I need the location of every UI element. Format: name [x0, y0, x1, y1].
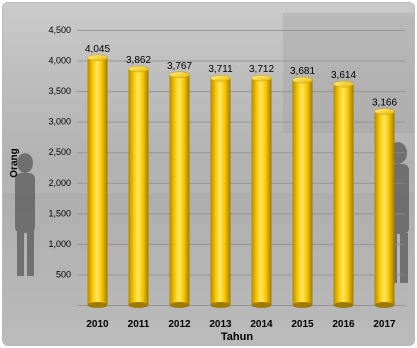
- bar-cap: [128, 65, 149, 73]
- bar-body: [128, 68, 149, 305]
- bar-cap: [251, 74, 272, 82]
- x-axis-ticks: 2010 2011 2012 2013 2014 2015 2016 2017: [86, 319, 396, 330]
- y-axis-ticks: 500 1,000 1,500 2,000 2,500 3,000 3,500 4,000 4,…: [48, 25, 71, 279]
- chart-frame: 500 1,000 1,500 2,000 2,500 3,000 3,500 4,000 4,…: [2, 2, 415, 346]
- y-axis-title: Orang: [9, 148, 20, 177]
- bar-2011: [128, 65, 149, 308]
- data-label: 3,166: [372, 98, 397, 109]
- x-tick-label: 2015: [291, 319, 314, 330]
- x-tick-label: 2016: [332, 319, 355, 330]
- data-label: 3,681: [290, 66, 315, 77]
- data-label: 3,614: [331, 70, 356, 81]
- bar-body: [210, 78, 231, 305]
- bar-2010: [87, 54, 108, 308]
- data-label: 3,711: [208, 64, 233, 75]
- data-label: 3,712: [249, 64, 274, 75]
- y-tick-label: 1,500: [48, 208, 71, 218]
- bar-base: [210, 302, 231, 308]
- bar-base: [128, 302, 149, 308]
- x-tick-label: 2013: [209, 319, 232, 330]
- bar-2014: [251, 74, 272, 308]
- data-label: 3,862: [126, 55, 151, 66]
- bar-body: [87, 57, 108, 305]
- bar-base: [169, 302, 190, 308]
- bar-cap: [292, 76, 313, 84]
- x-axis-title: Tahun: [221, 331, 253, 343]
- y-tick-label: 4,500: [48, 25, 71, 35]
- y-tick-label: 4,000: [48, 56, 71, 66]
- y-tick-label: 3,500: [48, 86, 71, 96]
- bar-body: [169, 74, 190, 306]
- bar-2015: [292, 76, 313, 308]
- x-tick-label: 2010: [86, 319, 109, 330]
- bar-base: [333, 302, 354, 308]
- bar-cap: [210, 74, 231, 82]
- bar-body: [292, 80, 313, 305]
- data-label: 3,767: [167, 61, 192, 72]
- bar-base: [292, 302, 313, 308]
- bar-base: [87, 302, 108, 308]
- bar-body: [374, 111, 395, 306]
- x-tick-label: 2012: [168, 319, 191, 330]
- bar-2012: [169, 71, 190, 308]
- bar-body: [333, 84, 354, 306]
- bar-2016: [333, 80, 354, 308]
- bar-cap: [333, 80, 354, 88]
- data-labels: 4,045 3,862 3,767 3,711 3,712 3,681 3,614 3,166: [85, 44, 397, 109]
- bars: [87, 54, 395, 308]
- data-label: 4,045: [85, 44, 110, 55]
- y-tick-label: 2,500: [48, 147, 71, 157]
- y-tick-label: 1,000: [48, 239, 71, 249]
- bar-cap: [169, 71, 190, 79]
- bar-base: [251, 302, 272, 308]
- bar-body: [251, 78, 272, 306]
- y-tick-label: 2,000: [48, 178, 71, 188]
- bar-2017: [374, 108, 395, 308]
- bar-cap: [87, 54, 108, 62]
- x-tick-label: 2011: [128, 319, 150, 330]
- y-tick-label: 3,000: [48, 117, 71, 127]
- bar-chart: 500 1,000 1,500 2,000 2,500 3,000 3,500 4,000 4,…: [9, 25, 405, 343]
- x-tick-label: 2014: [250, 319, 273, 330]
- y-tick-label: 500: [56, 269, 71, 279]
- x-tick-label: 2017: [373, 319, 396, 330]
- bar-2013: [210, 74, 231, 308]
- bar-cap: [374, 108, 395, 115]
- bar-base: [374, 302, 395, 308]
